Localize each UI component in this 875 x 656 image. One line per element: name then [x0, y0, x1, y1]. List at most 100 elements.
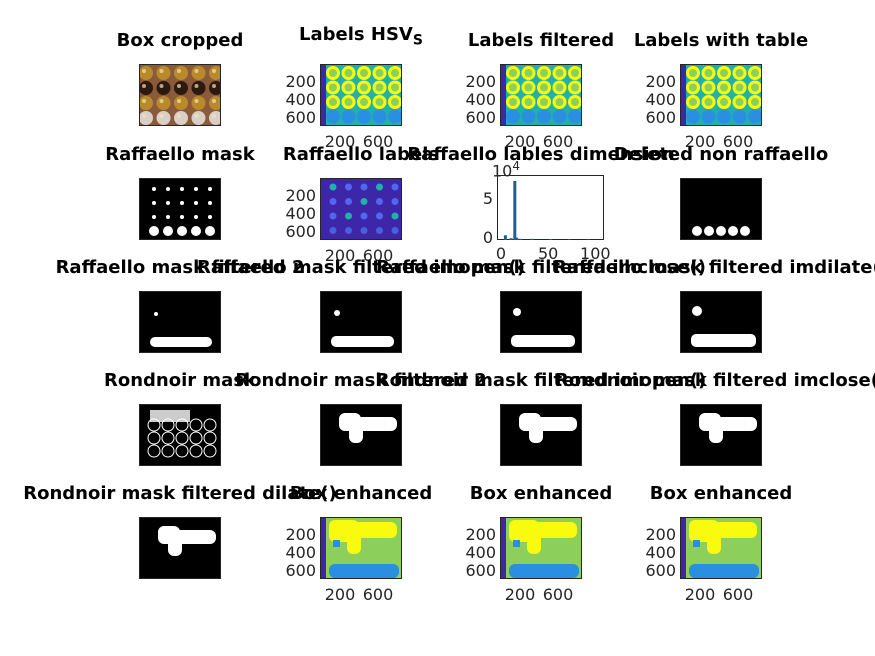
- panel-title: Raffaello lables dimension: [407, 144, 675, 165]
- y-tick-label: 400: [645, 90, 676, 109]
- panel-title: Raffaello mask filtered imclose(): [376, 257, 706, 278]
- image-svg: [501, 518, 581, 578]
- panel-title: Rondnoir mask filtered imclose(): [554, 370, 875, 391]
- histogram-svg: [503, 181, 590, 240]
- y-tick-label: 200: [285, 186, 316, 205]
- image-svg: [681, 292, 761, 352]
- image-svg: [321, 405, 401, 465]
- panel-title: Raffaello mask filtered imopen(): [197, 257, 525, 278]
- image-svg: [501, 65, 581, 125]
- y-tick-label: 600: [285, 222, 316, 241]
- image-axes: [500, 404, 582, 466]
- image-svg: [140, 292, 220, 352]
- title-subscript: S: [412, 32, 423, 49]
- image-axes: [680, 517, 762, 579]
- x-tick-label: 600: [362, 246, 394, 265]
- image-svg: [140, 405, 220, 465]
- histogram-bar: [568, 239, 571, 240]
- panel-title: Rondnoir mask filtered dilate(): [23, 483, 337, 504]
- panel-title: Rondnoir mask filtered 2: [235, 370, 487, 391]
- x-tick-label: 200: [504, 132, 536, 151]
- y-tick-label: 600: [645, 108, 676, 127]
- y-tick-label: 400: [285, 90, 316, 109]
- image-axes: [320, 517, 402, 579]
- axis-exponent-power: 4: [512, 159, 520, 173]
- image-axes: [139, 404, 221, 466]
- image-axes: [320, 64, 402, 126]
- histogram-bar: [515, 237, 519, 240]
- histogram-bar: [503, 235, 507, 240]
- axis-exponent: 104: [492, 159, 520, 181]
- x-tick-label: 600: [362, 132, 394, 151]
- x-tick-label: 600: [362, 585, 394, 604]
- y-tick-label: 400: [465, 90, 496, 109]
- histogram-bar: [509, 238, 513, 240]
- panel-title: Box enhanced: [289, 483, 433, 504]
- y-tick-label: 400: [285, 204, 316, 223]
- panel-title: Box enhanced: [649, 483, 793, 504]
- image-svg: [681, 179, 761, 239]
- image-svg: [140, 179, 220, 239]
- image-svg: [681, 518, 761, 578]
- x-tick-label: 100: [580, 244, 611, 263]
- x-tick-label: 200: [684, 132, 716, 151]
- histogram-bar: [513, 181, 517, 240]
- y-tick-label: 5: [482, 189, 493, 208]
- panel-title: Labels HSVS: [299, 24, 423, 49]
- histogram-bar: [586, 239, 590, 240]
- x-tick-label: 600: [722, 132, 754, 151]
- image-axes: [680, 404, 762, 466]
- image-axes: [139, 291, 221, 353]
- histogram-bar: [549, 239, 553, 240]
- y-tick-label: 600: [285, 108, 316, 127]
- histogram-bar: [530, 238, 534, 240]
- image-svg: [501, 405, 581, 465]
- image-axes: [500, 517, 582, 579]
- image-svg: [140, 518, 220, 578]
- histogram-bar: [518, 238, 522, 240]
- image-svg: [321, 179, 401, 239]
- image-svg: [321, 518, 401, 578]
- x-tick-label: 200: [504, 585, 536, 604]
- image-axes: [139, 517, 221, 579]
- y-tick-label: 400: [645, 543, 676, 562]
- panel-title: Box cropped: [116, 30, 244, 51]
- image-axes: [680, 64, 762, 126]
- x-tick-label: 600: [542, 585, 574, 604]
- image-axes: [320, 291, 402, 353]
- image-axes: [680, 291, 762, 353]
- y-tick-label: 600: [285, 561, 316, 580]
- image-axes: [680, 178, 762, 240]
- image-svg: [321, 292, 401, 352]
- y-tick-label: 200: [465, 72, 496, 91]
- image-axes: [139, 178, 221, 240]
- histogram-axes: [497, 175, 604, 240]
- y-tick-label: 200: [285, 525, 316, 544]
- y-tick-label: 200: [465, 525, 496, 544]
- y-tick-label: 200: [645, 72, 676, 91]
- y-tick-label: 600: [465, 108, 496, 127]
- image-svg: [321, 65, 401, 125]
- x-tick-label: 600: [722, 585, 754, 604]
- x-tick-label: 200: [324, 585, 356, 604]
- image-svg: [501, 292, 581, 352]
- x-tick-label: 50: [537, 244, 559, 263]
- y-tick-label: 200: [285, 72, 316, 91]
- panel-title: Raffaello mask filtered 2: [55, 257, 305, 278]
- panel-title: Raffaello mask filtered imdilate(): [553, 257, 875, 278]
- y-tick-label: 200: [645, 525, 676, 544]
- panel-title: Deleted non raffaello: [613, 144, 829, 165]
- panel-title: Labels with table: [633, 30, 809, 51]
- image-axes: [500, 64, 582, 126]
- y-tick-label: 400: [285, 543, 316, 562]
- image-axes: [320, 404, 402, 466]
- image-svg: [681, 65, 761, 125]
- x-tick-label: 200: [324, 132, 356, 151]
- y-tick-label: 600: [645, 561, 676, 580]
- image-axes: [139, 64, 221, 126]
- x-tick-label: 200: [684, 585, 716, 604]
- panel-title: Rondnoir mask: [103, 370, 257, 391]
- x-tick-label: 600: [542, 132, 574, 151]
- image-svg: [681, 405, 761, 465]
- image-axes: [500, 291, 582, 353]
